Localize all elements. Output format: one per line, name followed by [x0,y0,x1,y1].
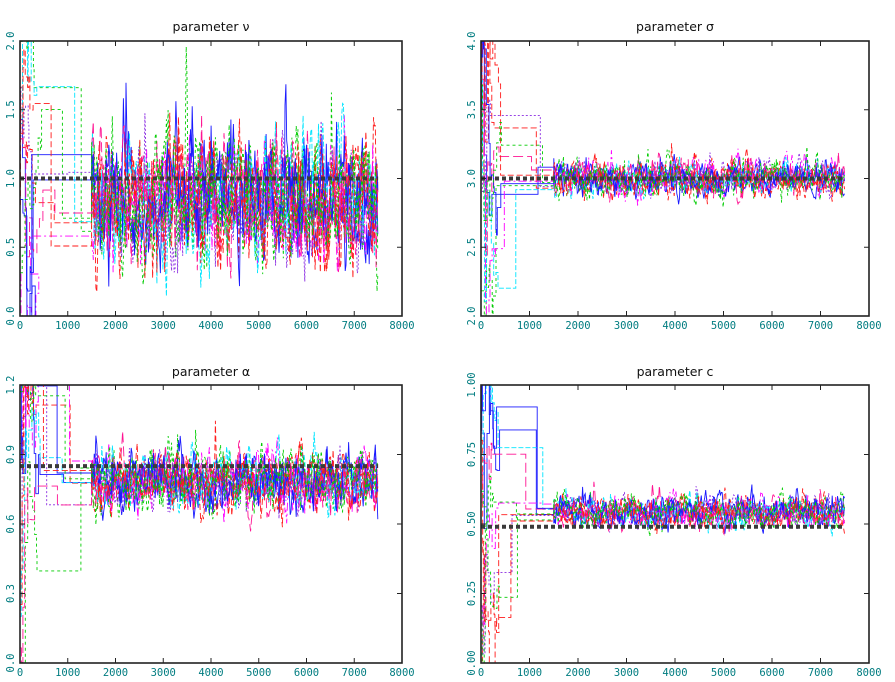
x-tick-label: 4000 [662,320,687,332]
y-tick-label: 0.0 [5,654,17,673]
x-tick-label: 5000 [246,320,271,332]
chart-panel-2: parameter α 0 1000 2000 3000 4000 5000 6000 7000… [5,364,415,679]
y-tick-label: 1.00 [466,372,478,397]
chain-trace-2 [20,41,379,292]
chain-trace-1 [20,385,379,528]
x-tick-label: 3000 [614,667,639,679]
panel-title: parameter c [637,364,714,379]
y-tick-label: 0.0 [5,307,17,326]
x-tick-label: 0 [478,667,484,679]
y-tick-label: 3.5 [466,100,478,119]
chain-trace-7 [481,385,845,534]
y-tick-label: 2.0 [5,32,17,51]
x-tick-label: 7000 [808,667,833,679]
y-tick-label: 0.5 [5,238,17,257]
x-tick-label: 1000 [517,320,542,332]
x-tick-label: 7000 [342,320,367,332]
x-tick-label: 2000 [565,320,590,332]
chain-trace-4 [20,41,379,297]
chart-panel-1: parameter σ 0 1000 2000 3000 4000 5000 6000 7000… [466,19,882,332]
y-tick-label: 3.0 [466,169,478,188]
chain-trace-7 [481,41,845,236]
chain-trace-8 [481,41,845,205]
y-tick-label: 4.0 [466,32,478,51]
x-tick-label: 1000 [55,667,80,679]
x-tick-label: 5000 [246,667,271,679]
chain-trace-7 [20,385,379,520]
y-tick-label: 0.9 [5,445,17,464]
x-tick-label: 3000 [614,320,639,332]
x-tick-label: 0 [478,320,484,332]
y-tick-label: 0.50 [466,511,478,536]
y-tick-label: 2.5 [466,238,478,257]
x-tick-label: 5000 [711,667,736,679]
chain-trace-3 [481,103,845,316]
x-tick-label: 8000 [389,320,414,332]
x-tick-label: 0 [17,667,23,679]
chain-trace-0 [20,84,379,292]
trace-lines [481,41,845,316]
y-tick-label: 0.75 [466,442,478,467]
x-tick-label: 3000 [151,320,176,332]
chain-trace-9 [481,486,845,609]
x-tick-label: 1000 [55,320,80,332]
x-tick-label: 0 [17,320,23,332]
y-tick-label: 0.25 [466,581,478,606]
trace-lines [20,41,379,316]
trace-lines [481,385,845,663]
chain-trace-8 [481,439,845,627]
chain-trace-9 [20,109,379,285]
x-tick-label: 6000 [294,667,319,679]
x-tick-label: 4000 [198,667,223,679]
y-tick-label: 1.0 [5,169,17,188]
chain-trace-8 [20,48,379,293]
x-tick-label: 5000 [711,320,736,332]
x-tick-label: 6000 [294,320,319,332]
chain-trace-5 [20,385,379,541]
x-tick-label: 7000 [808,320,833,332]
x-tick-label: 2000 [103,320,128,332]
y-tick-label: 0.3 [5,584,17,603]
chart-panel-3: parameter c 0 1000 2000 3000 4000 5000 6000 7000… [466,364,882,679]
chain-trace-5 [20,87,379,282]
y-tick-label: 0.00 [466,650,478,675]
y-tick-label: 1.2 [5,376,17,395]
x-tick-label: 8000 [856,667,881,679]
chain-trace-8 [20,385,379,605]
plot-frame [19,384,403,664]
x-tick-label: 4000 [198,320,223,332]
panel-title: parameter σ [636,19,714,34]
y-tick-label: 2.0 [466,307,478,326]
chain-trace-6 [20,94,379,279]
trace-lines [20,385,379,663]
chain-trace-9 [20,385,379,514]
x-tick-label: 6000 [759,667,784,679]
x-tick-label: 3000 [151,667,176,679]
x-tick-label: 2000 [565,667,590,679]
panel-title: parameter ν [173,19,250,34]
x-tick-label: 7000 [342,667,367,679]
chain-trace-4 [481,78,845,302]
chain-trace-3 [20,385,379,524]
chart-panel-0: parameter ν 0 1000 2000 3000 4000 5000 6000 7000… [5,19,415,332]
chain-trace-4 [20,408,379,617]
y-tick-label: 0.6 [5,515,17,534]
chain-trace-9 [481,84,845,221]
x-tick-label: 1000 [517,667,542,679]
x-tick-label: 8000 [856,320,881,332]
x-tick-label: 8000 [389,667,414,679]
y-tick-label: 1.5 [5,100,17,119]
x-tick-label: 6000 [759,320,784,332]
x-tick-label: 4000 [662,667,687,679]
panel-title: parameter α [172,364,250,379]
x-tick-label: 2000 [103,667,128,679]
